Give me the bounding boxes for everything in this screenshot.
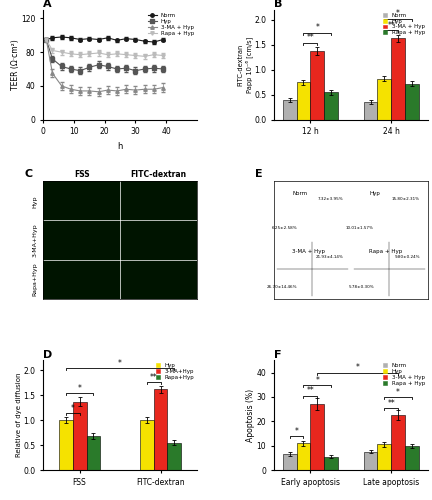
Bar xyxy=(324,456,338,470)
Text: 6.25±2.58%: 6.25±2.58% xyxy=(271,226,297,230)
Legend: Norm, Hyp, 3-MA + Hyp, Rapa + Hyp: Norm, Hyp, 3-MA + Hyp, Rapa + Hyp xyxy=(148,13,194,36)
Bar xyxy=(364,102,378,120)
Text: **: ** xyxy=(388,398,395,407)
Text: 9.80±0.24%: 9.80±0.24% xyxy=(394,256,420,260)
Text: 10.01±1.57%: 10.01±1.57% xyxy=(346,226,374,230)
Text: **: ** xyxy=(388,21,395,30)
Bar xyxy=(310,52,324,120)
Text: Hyp: Hyp xyxy=(32,195,37,207)
Text: 5.78±0.30%: 5.78±0.30% xyxy=(348,284,374,288)
Text: 21.93±4.14%: 21.93±4.14% xyxy=(315,256,343,260)
Text: 26.70±14.46%: 26.70±14.46% xyxy=(267,284,297,288)
Bar xyxy=(391,38,405,119)
Bar xyxy=(296,82,310,120)
Text: *: * xyxy=(396,388,400,396)
Y-axis label: TEER (Ω·cm²): TEER (Ω·cm²) xyxy=(11,40,20,90)
Text: F: F xyxy=(274,350,281,360)
Bar xyxy=(86,436,100,470)
Bar xyxy=(140,420,154,470)
Text: 15.80±2.31%: 15.80±2.31% xyxy=(392,196,420,200)
Y-axis label: FITC-dextran
Papp 10⁻⁶ [cm/s]: FITC-dextran Papp 10⁻⁶ [cm/s] xyxy=(238,36,253,93)
Text: *: * xyxy=(78,384,82,393)
Bar xyxy=(310,404,324,470)
Text: FITC-dextran: FITC-dextran xyxy=(130,170,187,179)
Text: *: * xyxy=(71,404,75,412)
Y-axis label: Relative of dye diffusion: Relative of dye diffusion xyxy=(16,373,22,458)
Text: D: D xyxy=(43,350,52,360)
Bar xyxy=(283,454,296,470)
Text: Rapa+Hyp: Rapa+Hyp xyxy=(32,262,37,296)
Bar xyxy=(59,420,73,470)
Text: *: * xyxy=(315,24,319,32)
Text: 3-MA+Hyp: 3-MA+Hyp xyxy=(32,224,37,257)
Text: C: C xyxy=(25,169,33,179)
Bar xyxy=(405,84,419,120)
Bar xyxy=(378,444,391,470)
Bar xyxy=(378,78,391,120)
Text: Rapa + Hyp: Rapa + Hyp xyxy=(369,250,403,254)
Text: Norm: Norm xyxy=(292,190,308,196)
Text: *: * xyxy=(356,364,359,372)
Legend: Norm, Hyp, 3-MA + Hyp, Rapa + Hyp: Norm, Hyp, 3-MA + Hyp, Rapa + Hyp xyxy=(383,363,425,386)
Text: A: A xyxy=(43,0,52,9)
Bar xyxy=(154,390,168,470)
Text: *: * xyxy=(295,426,299,436)
Text: FSS: FSS xyxy=(74,170,89,179)
X-axis label: h: h xyxy=(118,142,123,151)
Bar xyxy=(73,402,86,470)
Text: E: E xyxy=(255,169,263,179)
Text: 3-MA + Hyp: 3-MA + Hyp xyxy=(292,250,325,254)
Text: **: ** xyxy=(306,34,314,42)
Bar xyxy=(283,100,296,119)
Bar xyxy=(324,92,338,120)
Text: *: * xyxy=(315,376,319,384)
Text: *: * xyxy=(118,359,122,368)
Text: B: B xyxy=(274,0,282,9)
Text: 7.32±3.95%: 7.32±3.95% xyxy=(318,196,343,200)
Bar xyxy=(391,415,405,470)
Bar xyxy=(364,452,378,470)
Legend: Hyp, 3-MA+Hyp, Rapa+Hyp: Hyp, 3-MA+Hyp, Rapa+Hyp xyxy=(156,363,194,380)
Text: **: ** xyxy=(306,386,314,396)
Y-axis label: Apoptosis (%): Apoptosis (%) xyxy=(246,388,255,442)
Text: Hyp: Hyp xyxy=(369,190,380,196)
Text: *: * xyxy=(396,10,400,18)
Legend: Norm, Hyp, 3-MA + Hyp, Rapa + Hyp: Norm, Hyp, 3-MA + Hyp, Rapa + Hyp xyxy=(383,13,425,36)
Bar xyxy=(296,443,310,470)
Bar xyxy=(168,442,181,470)
Text: **: ** xyxy=(150,373,158,382)
Bar xyxy=(405,446,419,470)
